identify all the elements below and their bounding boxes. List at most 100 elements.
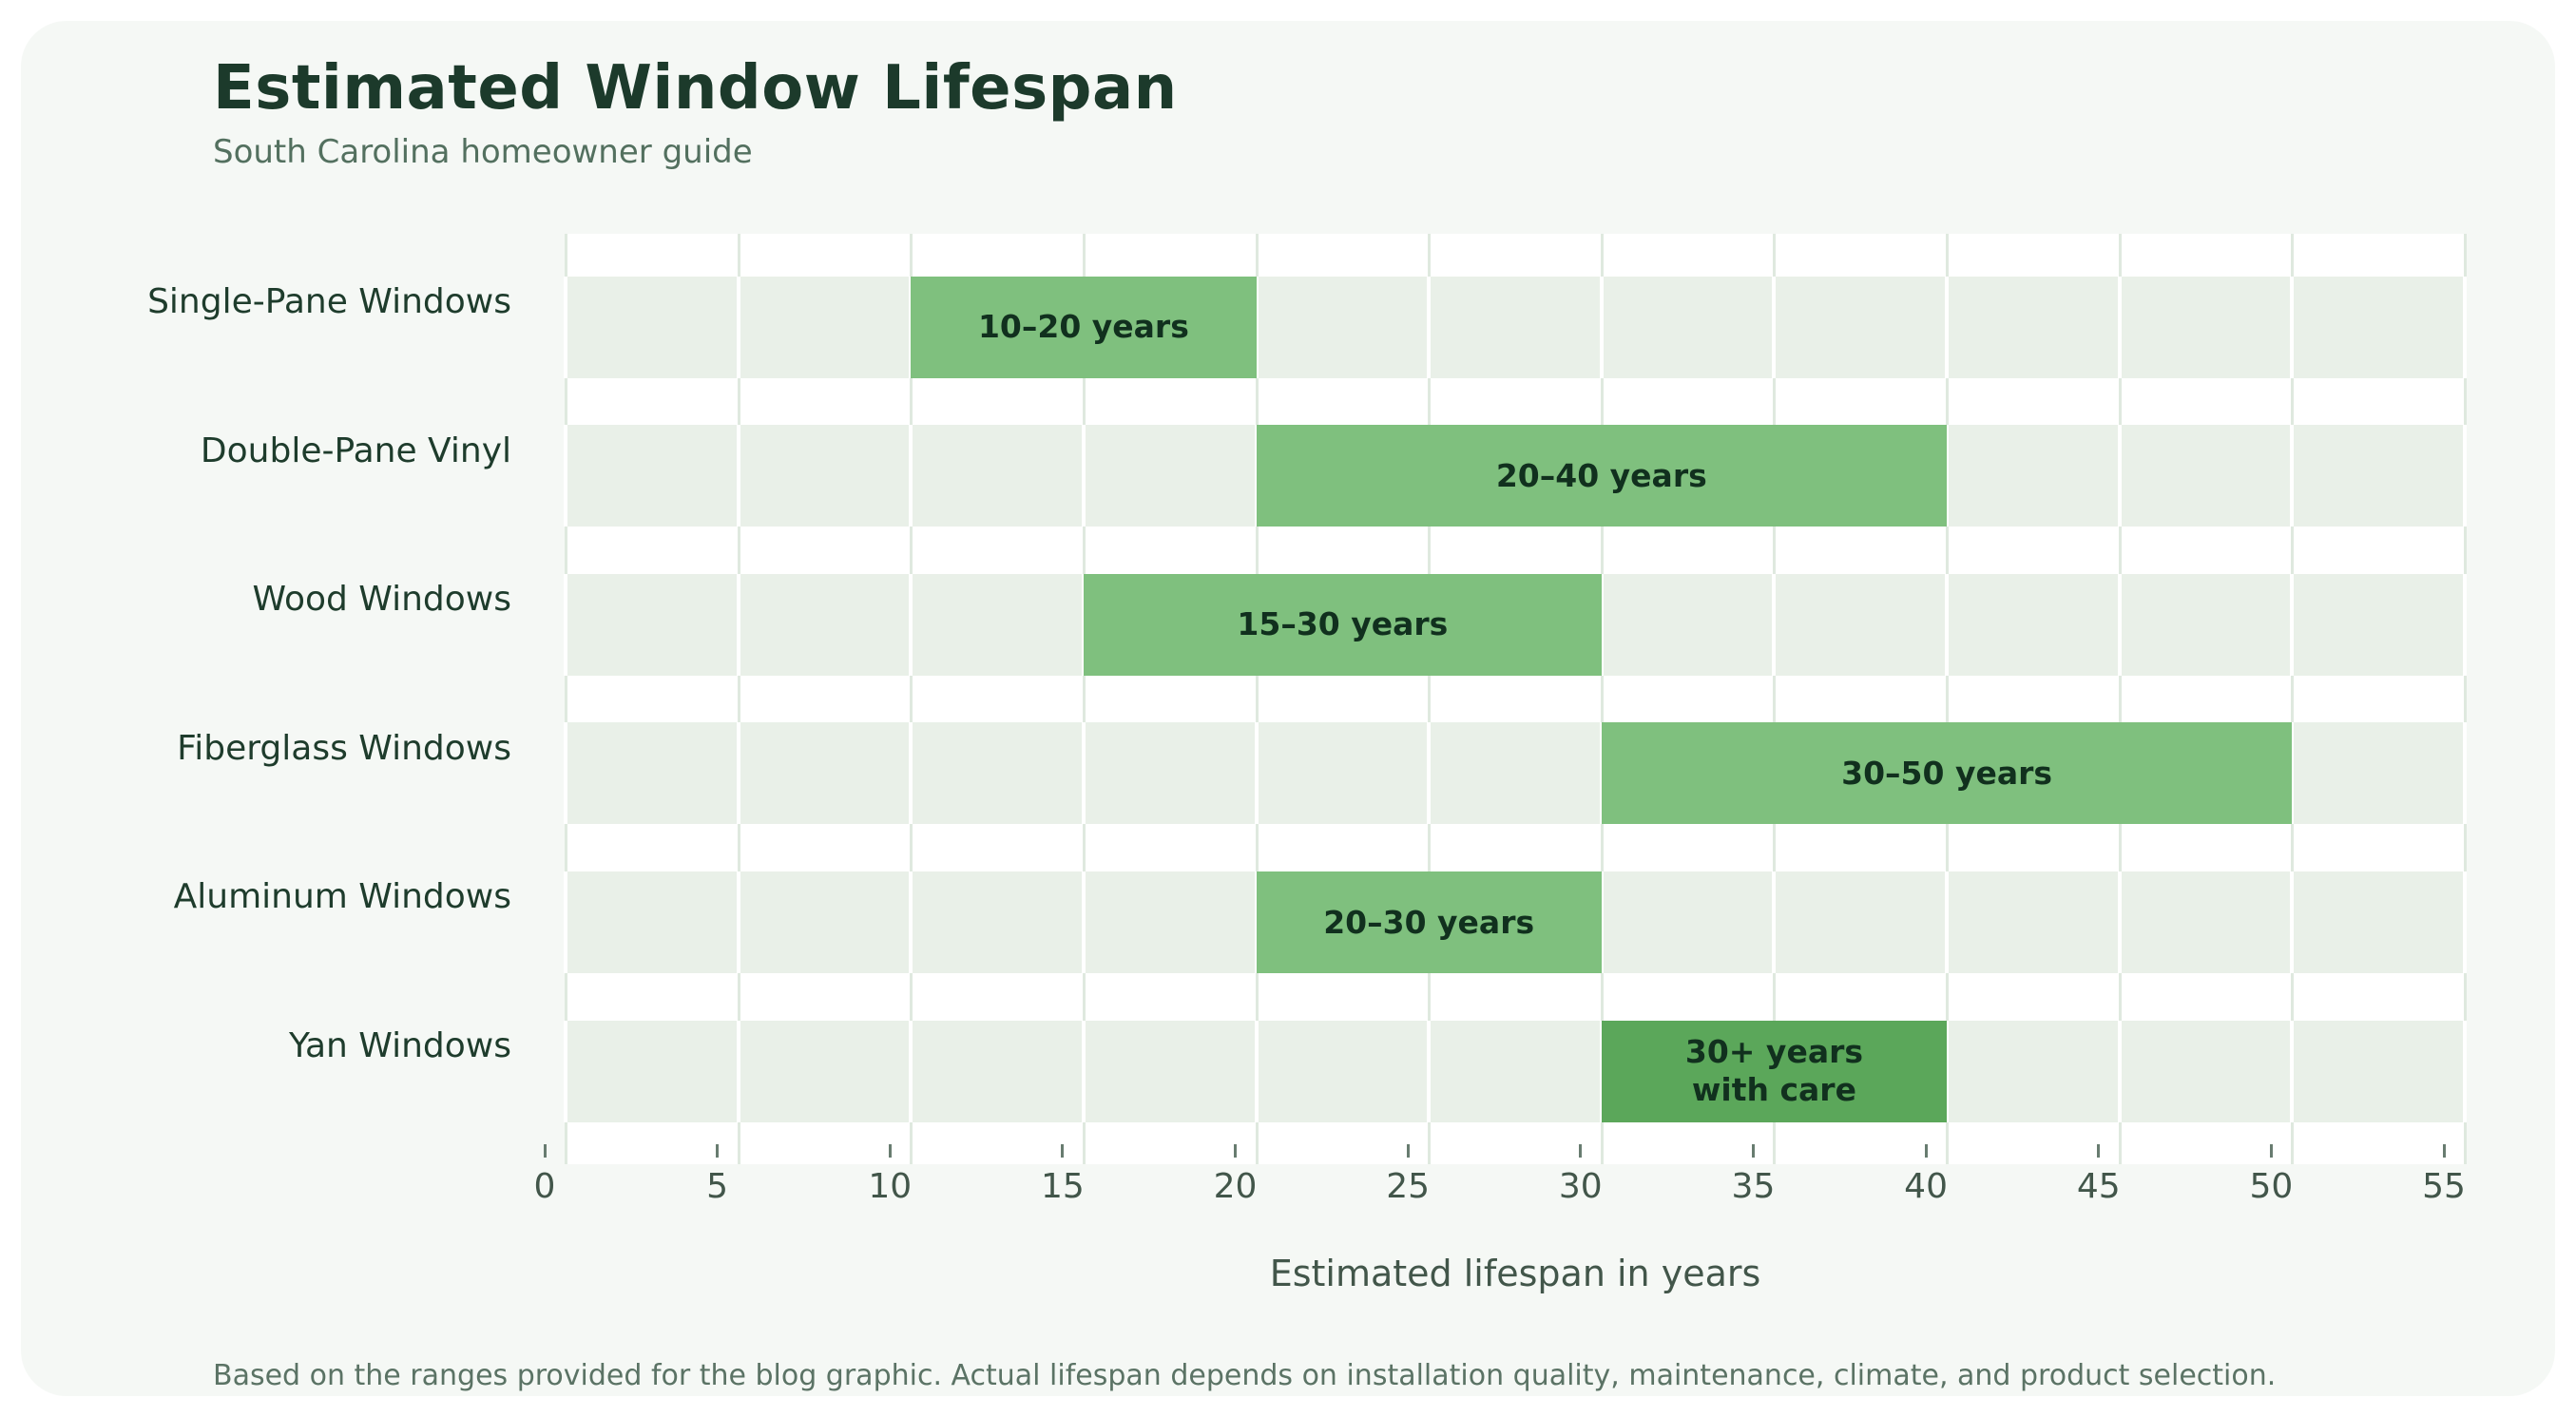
- track-gridline: [2290, 276, 2295, 378]
- tick-label-5: 5: [706, 1167, 729, 1206]
- range-bar: 10–20 years: [911, 276, 1257, 378]
- track-gridline: [2463, 276, 2467, 378]
- x-axis-title: Estimated lifespan in years: [1269, 1253, 1761, 1294]
- chart-subtitle: South Carolina homeowner guide: [213, 133, 753, 171]
- tick-mark-5: [716, 1144, 720, 1158]
- tick-mark-40: [1924, 1144, 1928, 1158]
- tick-label-10: 10: [868, 1167, 913, 1206]
- tick-mark-35: [1751, 1144, 1755, 1158]
- track-gridline: [2290, 871, 2295, 973]
- tick-mark-50: [2269, 1144, 2273, 1158]
- track-gridline: [736, 425, 740, 527]
- track-gridline: [2463, 425, 2467, 527]
- gridline-x-10: [910, 234, 913, 1164]
- track-gridline: [1945, 276, 1950, 378]
- bar-value-label: with care: [1691, 1071, 1856, 1108]
- tick-label-55: 55: [2422, 1167, 2466, 1206]
- track-gridline: [1081, 1020, 1086, 1122]
- track-gridline: [2117, 871, 2122, 973]
- track-gridline: [1945, 573, 1950, 676]
- gridline-x-35: [1773, 234, 1777, 1164]
- gridline-x-30: [1600, 234, 1604, 1164]
- row-track: 20–30 years: [564, 871, 2467, 973]
- tick-mark-15: [1061, 1144, 1065, 1158]
- track-gridline: [736, 722, 740, 825]
- tick-mark-30: [1579, 1144, 1583, 1158]
- track-gridline: [909, 1020, 913, 1122]
- bar-value-label: 20–30 years: [1323, 903, 1535, 941]
- track-gridline: [736, 1020, 740, 1122]
- track-gridline: [736, 276, 740, 378]
- track-gridline: [1427, 722, 1432, 825]
- track-gridline: [1081, 425, 1086, 527]
- track-gridline: [564, 722, 567, 825]
- track-gridline: [909, 871, 913, 973]
- chart-title: Estimated Window Lifespan: [213, 53, 1178, 124]
- tick-label-45: 45: [2076, 1167, 2121, 1206]
- row-track: 30+ years with care: [564, 1020, 2467, 1122]
- tick-label-20: 20: [1213, 1167, 1258, 1206]
- tick-mark-55: [2442, 1144, 2446, 1158]
- track-gridline: [1254, 276, 1259, 378]
- track-gridline: [909, 722, 913, 825]
- track-gridline: [2290, 1020, 2295, 1122]
- track-gridline: [2117, 425, 2122, 527]
- tick-mark-0: [543, 1144, 547, 1158]
- track-gridline: [1081, 871, 1086, 973]
- track-gridline: [564, 425, 567, 527]
- track-gridline: [2463, 722, 2467, 825]
- track-gridline: [564, 1020, 567, 1122]
- range-bar: 30–50 years: [1601, 722, 2293, 825]
- row-track: 20–40 years: [564, 425, 2467, 527]
- footnote: Based on the ranges provided for the blo…: [213, 1359, 2277, 1392]
- range-bar: 30+ years with care: [1601, 1020, 1948, 1122]
- track-gridline: [1945, 871, 1950, 973]
- bar-value-label: 15–30 years: [1237, 605, 1449, 643]
- track-gridline: [2463, 573, 2467, 676]
- tick-label-50: 50: [2249, 1167, 2294, 1206]
- track-gridline: [1945, 1020, 1950, 1122]
- tick-mark-25: [1406, 1144, 1410, 1158]
- track-gridline: [909, 573, 913, 676]
- track-gridline: [1599, 573, 1604, 676]
- row-track: 30–50 years: [564, 722, 2467, 825]
- bar-value-label: 30–50 years: [1841, 755, 2053, 792]
- track-gridline: [1254, 1020, 1259, 1122]
- row-track: 10–20 years: [564, 276, 2467, 378]
- gridline-x-50: [2291, 234, 2295, 1164]
- bar-value-label: 10–20 years: [977, 308, 1189, 346]
- track-gridline: [2290, 722, 2295, 825]
- gridline-x-25: [1428, 234, 1432, 1164]
- gridline-x-5: [737, 234, 740, 1164]
- category-label-fiberglass-windows: Fiberglass Windows: [177, 728, 511, 768]
- track-gridline: [564, 276, 567, 378]
- gridline-x-20: [1255, 234, 1259, 1164]
- gridline-x-15: [1082, 234, 1086, 1164]
- track-gridline: [909, 425, 913, 527]
- track-gridline: [1772, 871, 1777, 973]
- tick-mark-20: [1234, 1144, 1238, 1158]
- category-label-aluminum-windows: Aluminum Windows: [173, 877, 511, 917]
- tick-label-15: 15: [1041, 1167, 1085, 1206]
- track-gridline: [2463, 1020, 2467, 1122]
- track-gridline: [1599, 871, 1604, 973]
- tick-label-25: 25: [1386, 1167, 1431, 1206]
- bar-value-label: 20–40 years: [1495, 456, 1707, 494]
- gridline-x-45: [2118, 234, 2122, 1164]
- tick-mark-10: [888, 1144, 892, 1158]
- track-gridline: [1772, 276, 1777, 378]
- gridline-x-40: [1946, 234, 1950, 1164]
- track-gridline: [1772, 573, 1777, 676]
- tick-label-40: 40: [1904, 1167, 1948, 1206]
- track-gridline: [1427, 1020, 1432, 1122]
- track-gridline: [1427, 276, 1432, 378]
- track-gridline: [564, 573, 567, 676]
- category-label-single-pane-windows: Single-Pane Windows: [147, 282, 511, 321]
- tick-label-35: 35: [1731, 1167, 1776, 1206]
- tick-label-30: 30: [1558, 1167, 1603, 1206]
- track-gridline: [1081, 722, 1086, 825]
- track-gridline: [2290, 425, 2295, 527]
- row-track: 15–30 years: [564, 573, 2467, 676]
- bar-value-label: 30+ years: [1684, 1033, 1864, 1071]
